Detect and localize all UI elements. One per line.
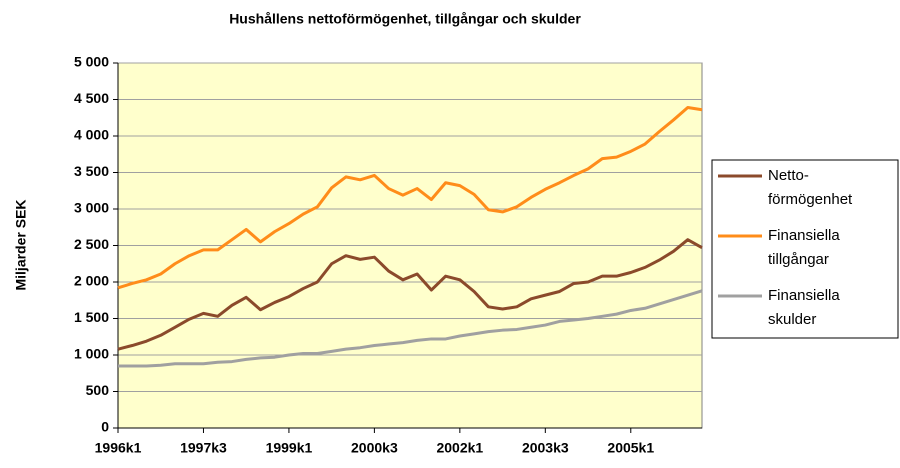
y-tick-label: 1 000 <box>74 346 109 362</box>
line-series <box>117 106 703 290</box>
y-tick-label: 2 000 <box>74 273 109 289</box>
chart-title: Hushållens nettoförmögenhet, tillgångar … <box>229 11 581 27</box>
x-tick-label: 2003k3 <box>522 440 569 456</box>
x-tick-label: 1996k1 <box>95 440 142 456</box>
y-tick-label: 4 000 <box>74 127 109 143</box>
legend-label-line: Finansiella <box>768 227 840 244</box>
x-tick-label: 2000k3 <box>351 440 398 456</box>
legend-box <box>711 159 899 339</box>
x-tick-label: 2005k1 <box>607 440 654 456</box>
y-tick-label: 500 <box>86 382 110 398</box>
line-series <box>117 238 703 351</box>
legend-label-line: Finansiella <box>768 287 840 304</box>
legend-label-line: skulder <box>768 311 816 328</box>
legend-label-line: tillgångar <box>768 251 829 268</box>
y-tick-label: 0 <box>101 419 109 435</box>
x-tick-label: 1997k3 <box>180 440 227 456</box>
y-tick-label: 3 500 <box>74 163 109 179</box>
y-tick-label: 1 500 <box>74 309 109 325</box>
legend-label: Finansiella skulder <box>768 287 840 328</box>
legend-label: Netto-förmögenhet <box>768 167 853 208</box>
x-tick-label: 2002k1 <box>436 440 483 456</box>
legend-label: Finansiella tillgångar <box>768 227 840 268</box>
x-tick-label: 1999k1 <box>266 440 313 456</box>
y-axis-label: Miljarder SEK <box>13 199 29 290</box>
legend-label-line: förmögenhet <box>768 191 853 208</box>
legend-label-line: Netto- <box>768 167 809 184</box>
line-series <box>118 289 703 368</box>
y-tick-label: 3 000 <box>74 200 109 216</box>
y-tick-label: 2 500 <box>74 236 109 252</box>
y-tick-label: 5 000 <box>74 54 109 70</box>
y-tick-label: 4 500 <box>74 90 109 106</box>
